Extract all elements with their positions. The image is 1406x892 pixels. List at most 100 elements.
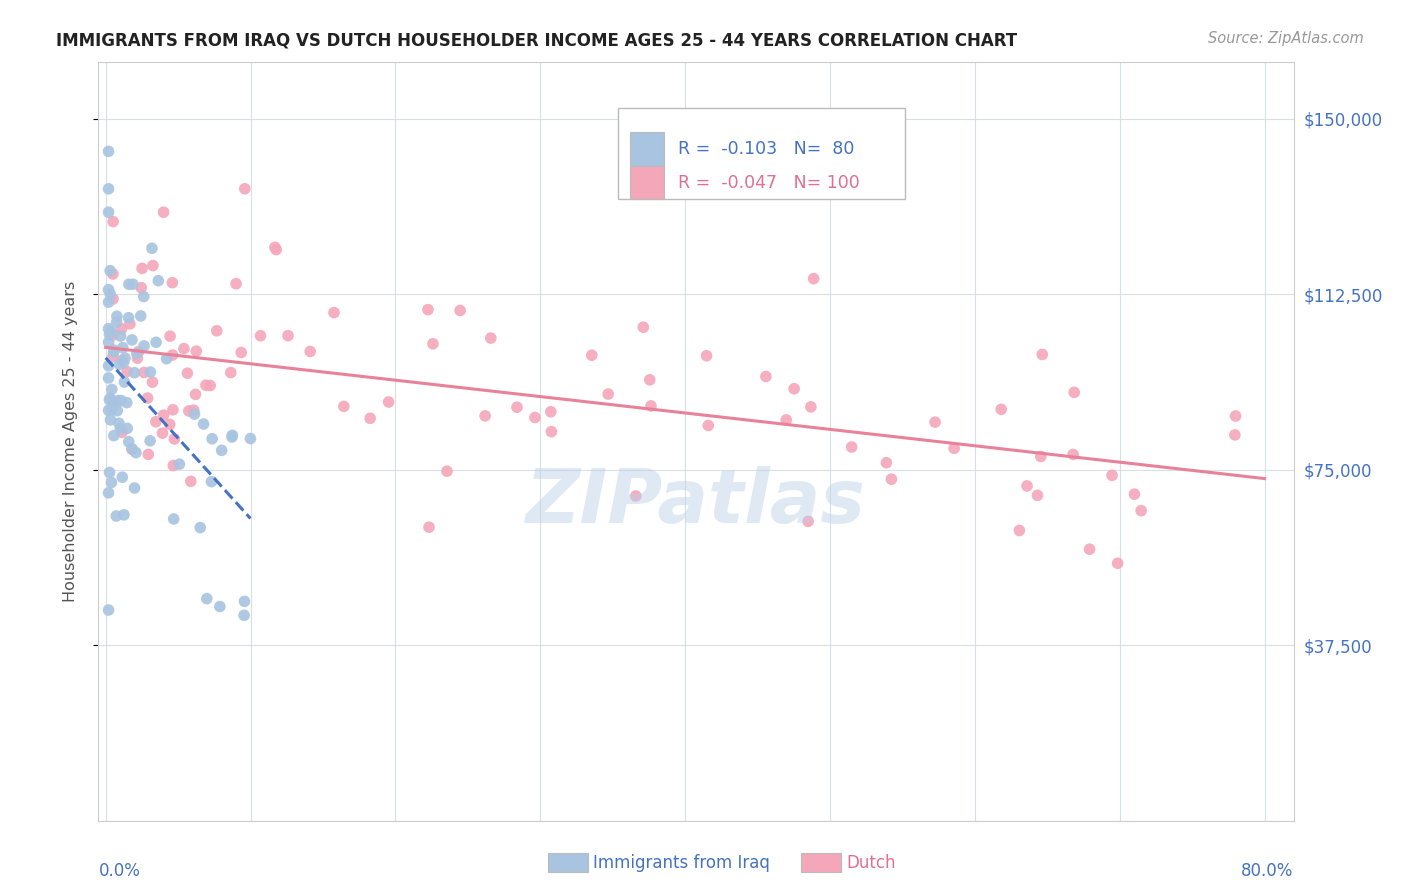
Point [880,472,903,486]
Point [105,403,128,417]
Point [112,375,135,389]
Text: R =  -0.103   N=  80: R = -0.103 N= 80 [678,140,855,158]
Point [1123,487,1146,501]
Point [155,351,177,366]
Point [1029,450,1052,464]
Point [697,418,720,433]
Point [183,403,205,417]
Point [624,489,647,503]
Point [108,417,131,431]
Point [101,394,124,409]
Point [101,383,124,397]
Point [1078,542,1101,557]
Point [540,425,562,439]
Point [98,466,121,480]
Point [277,328,299,343]
Point [183,407,205,421]
Point [159,329,181,343]
Point [219,366,242,380]
Point [233,594,256,608]
Point [474,409,496,423]
Point [100,475,122,490]
Point [800,400,823,414]
Point [162,276,184,290]
Point [136,447,159,461]
Bar [630,166,664,199]
Point [152,408,174,422]
Text: ZIPatlas: ZIPatlas [526,466,866,539]
Text: IMMIGRANTS FROM IRAQ VS DUTCH HOUSEHOLDER INCOME AGES 25 - 44 YEARS CORRELATION : IMMIGRANTS FROM IRAQ VS DUTCH HOUSEHOLDE… [56,31,1018,49]
Point [162,348,184,362]
Point [163,512,186,526]
Point [205,324,228,338]
Point [194,378,217,392]
Text: Dutch: Dutch [846,854,896,871]
Point [101,267,124,281]
Point [103,345,125,359]
Point [142,259,165,273]
Point [211,443,233,458]
Point [333,400,356,414]
Point [101,292,124,306]
Point [97,371,120,385]
Point [1015,479,1038,493]
Point [129,280,152,294]
Point [105,315,128,329]
Point [110,393,132,408]
Point [111,353,134,368]
Point [233,608,256,623]
Point [1130,503,1153,517]
Point [177,404,200,418]
Point [152,205,174,219]
Point [97,322,120,336]
Point [145,415,167,429]
Point [221,428,243,442]
Point [97,359,120,373]
Point [208,599,231,614]
Point [97,403,120,417]
Point [1062,447,1084,461]
Point [139,434,162,448]
Point [104,395,127,409]
Point [201,432,224,446]
Point [141,375,163,389]
Point [117,310,139,325]
Y-axis label: Householder Income Ages 25 - 44 years: Householder Income Ages 25 - 44 years [63,281,77,602]
Point [943,442,966,456]
Point [581,348,603,362]
Text: 0.0%: 0.0% [98,863,141,880]
Point [118,317,141,331]
Point [103,343,125,358]
Point [98,264,121,278]
Point [1031,347,1053,361]
Point [117,421,139,435]
Point [132,366,155,380]
Point [97,295,120,310]
Point [638,373,661,387]
Point [121,442,143,456]
Point [131,261,153,276]
Text: R =  -0.047   N= 100: R = -0.047 N= 100 [678,174,860,192]
Point [783,382,806,396]
Point [188,520,211,534]
Point [97,145,120,159]
Point [803,271,825,285]
Point [200,378,222,392]
Point [1223,428,1246,442]
Point [359,411,381,425]
Point [479,331,502,345]
Point [449,303,471,318]
Point [111,470,134,484]
Point [105,310,128,324]
Point [506,401,529,415]
Point [184,387,207,401]
Point [105,508,128,523]
Point [173,342,195,356]
Point [108,358,131,372]
Point [163,432,186,446]
Point [127,351,149,366]
Point [101,402,124,417]
Point [418,520,440,534]
Point [233,182,256,196]
Point [436,464,458,478]
